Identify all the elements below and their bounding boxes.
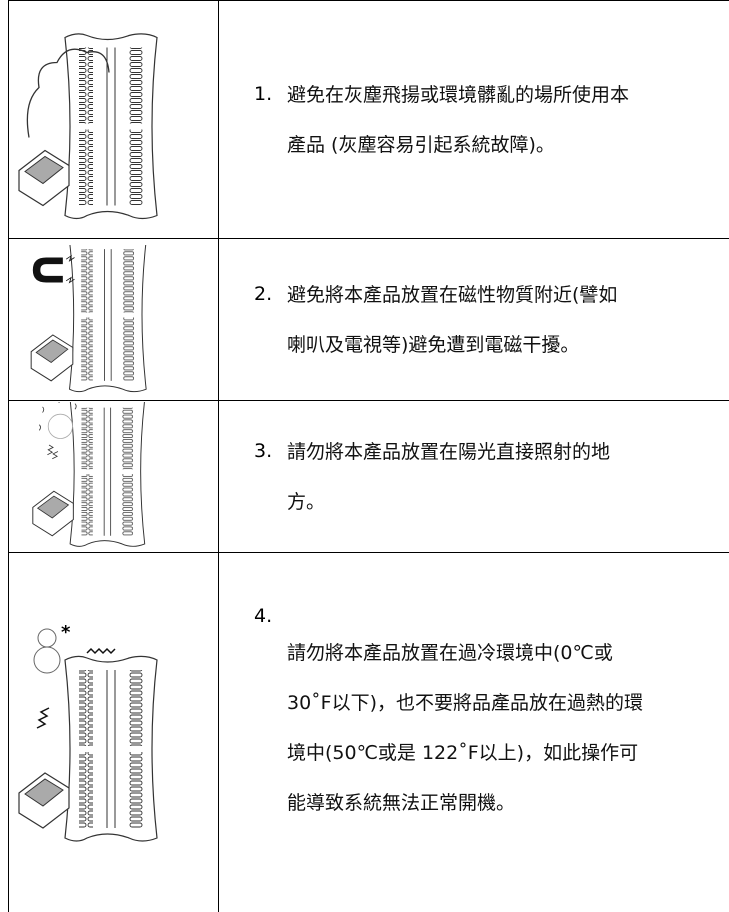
item-number: 4.: [254, 605, 273, 627]
row: 1. 避免在灰塵飛揚或環境髒亂的場所使用本 產品 (灰塵容易引起系統故障)。: [8, 0, 729, 239]
temperature-icon: *: [18, 622, 158, 842]
text-line: 方。: [287, 490, 326, 513]
text-line: 30˚F以下)，也不要將品產品放在過熱的環: [287, 691, 644, 714]
text-cell: 1. 避免在灰塵飛揚或環境髒亂的場所使用本 產品 (灰塵容易引起系統故障)。: [254, 1, 729, 239]
item-text: 避免在灰塵飛揚或環境髒亂的場所使用本 產品 (灰塵容易引起系統故障)。: [287, 70, 629, 170]
item-text: 避免將本產品放置在磁性物質附近(譬如 喇叭及電視等)避免遭到電磁干擾。: [287, 270, 617, 370]
icon-cell: [9, 239, 219, 400]
item-text: 請勿將本產品放置在陽光直接照射的地 方。: [287, 427, 610, 527]
item-number: 2.: [254, 283, 273, 305]
text-line: 請勿將本產品放置在陽光直接照射的地: [287, 440, 611, 463]
text-line: 避免在灰塵飛揚或環境髒亂的場所使用本: [287, 84, 630, 106]
sun-icon: [32, 401, 146, 547]
text-cell: 3. 請勿將本產品放置在陽光直接照射的地 方。: [254, 401, 729, 552]
text-line: 境中(50℃或是 122˚F以上)，如此操作可: [287, 741, 639, 764]
dust-icon: [18, 33, 158, 220]
icon-cell: [9, 1, 219, 239]
magnet-icon: [30, 244, 147, 392]
text-line: 避免將本產品放置在磁性物質附近(譬如: [287, 283, 618, 306]
snow: *: [61, 622, 71, 643]
text-line: 能導致系統無法正常開機。: [287, 791, 516, 814]
text-cell: 4. 請勿將本產品放置在過冷環境中(0℃或 30˚F以下)，也不要將品產品放在過熱的…: [254, 553, 729, 902]
item-number: 1.: [254, 83, 273, 105]
icon-cell: *: [9, 553, 219, 912]
text-line: 請勿將本產品放置在過冷環境中(0℃或: [287, 641, 613, 664]
item-number: 3.: [254, 440, 273, 462]
text-line: 喇叭及電視等)避免遭到電磁干擾。: [287, 333, 580, 356]
text-line: 產品 (灰塵容易引起系統故障)。: [287, 134, 555, 156]
row: 2. 避免將本產品放置在磁性物質附近(譬如 喇叭及電視等)避免遭到電磁干擾。: [8, 238, 729, 400]
text-cell: 2. 避免將本產品放置在磁性物質附近(譬如 喇叭及電視等)避免遭到電磁干擾。: [254, 239, 729, 400]
icon-cell: [9, 401, 219, 552]
row: * 4. 請勿將本產品放置在過冷環境中(0℃或 30˚F以下)，也不要將品產品放在過…: [8, 552, 729, 912]
item-text: 請勿將本產品放置在過冷環境中(0℃或 30˚F以下)，也不要將品產品放在過熱的環境…: [287, 628, 643, 828]
row: 3. 請勿將本產品放置在陽光直接照射的地 方。: [8, 400, 729, 552]
